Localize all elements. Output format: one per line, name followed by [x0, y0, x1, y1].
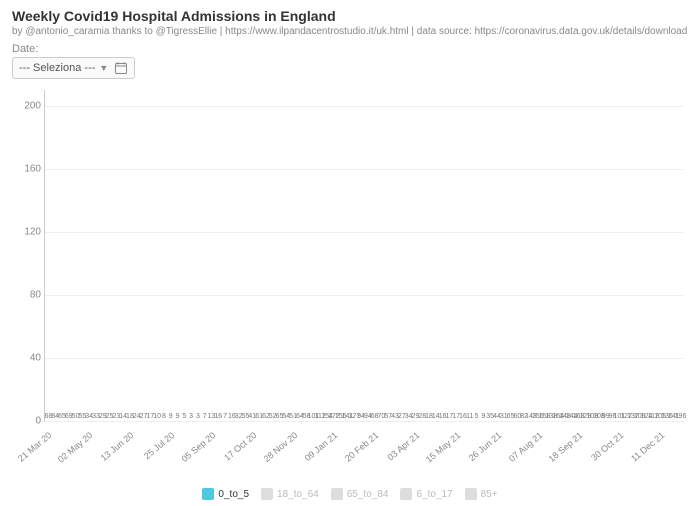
x-tick-label: 11 Dec 21 [629, 430, 666, 464]
plot-region: 6884656950553433292523141824271710899533… [44, 90, 684, 422]
x-tick-label: 20 Feb 21 [343, 430, 380, 464]
legend-item[interactable]: 18_to_64 [261, 488, 319, 500]
chart-area: 6884656950553433292523141824271710899533… [12, 90, 688, 470]
date-filter-label: Date: [12, 43, 688, 55]
chart-title: Weekly Covid19 Hospital Admissions in En… [12, 8, 688, 24]
legend-swatch [331, 488, 343, 500]
x-tick-label: 05 Sep 20 [179, 430, 217, 464]
chart-header: Weekly Covid19 Hospital Admissions in En… [0, 0, 700, 41]
legend-swatch [400, 488, 412, 500]
bar-value-label: 8 [162, 413, 166, 420]
bar-value-label: 5 [475, 413, 479, 420]
calendar-icon [114, 61, 128, 75]
x-tick-label: 21 Mar 20 [16, 430, 53, 464]
gridline [45, 232, 684, 233]
legend-item[interactable]: 0_to_5 [202, 488, 249, 500]
y-tick-label: 80 [15, 289, 41, 300]
gridline [45, 169, 684, 170]
y-tick-label: 40 [15, 352, 41, 363]
legend-swatch [261, 488, 273, 500]
x-tick-label: 26 Jun 21 [466, 430, 503, 463]
bar-value-label: 11 [466, 413, 473, 420]
legend-label: 65_to_84 [347, 489, 389, 500]
bar-value-label: 3 [196, 413, 200, 420]
legend-item[interactable]: 85+ [465, 488, 498, 500]
bar-value-label: 196 [675, 413, 687, 420]
date-picker[interactable]: --- Seleziona --- ▼ [12, 57, 135, 79]
chevron-down-icon: ▼ [99, 63, 108, 73]
x-tick-label: 02 May 20 [56, 430, 95, 465]
legend-label: 85+ [481, 489, 498, 500]
gridline [45, 106, 684, 107]
bar-value-label: 9 [481, 413, 485, 420]
x-tick-label: 17 Oct 20 [222, 430, 258, 463]
date-picker-value: --- Seleziona --- [19, 62, 95, 74]
gridline [45, 421, 684, 422]
date-filter-row: Date: --- Seleziona --- ▼ [0, 41, 700, 85]
gridline [45, 358, 684, 359]
gridline [45, 295, 684, 296]
y-tick-label: 0 [15, 416, 41, 427]
legend: 0_to_5 18_to_64 65_to_84 6_to_17 85+ [0, 488, 700, 500]
x-tick-label: 28 Nov 20 [261, 430, 299, 464]
y-tick-label: 120 [15, 226, 41, 237]
y-tick-label: 160 [15, 163, 41, 174]
x-tick-label: 30 Oct 21 [589, 430, 625, 463]
x-tick-label: 03 Apr 21 [386, 430, 422, 462]
bar-value-label: 10 [153, 413, 161, 420]
x-tick-label: 13 Jun 20 [99, 430, 136, 463]
y-tick-label: 200 [15, 100, 41, 111]
bar-value-label: 7 [223, 413, 227, 420]
x-tick-label: 18 Sep 21 [547, 430, 585, 464]
legend-label: 0_to_5 [218, 489, 249, 500]
chart-subtitle: by @antonio_caramia thanks to @TigressEl… [12, 26, 688, 37]
x-tick-label: 07 Aug 21 [507, 430, 544, 464]
legend-label: 18_to_64 [277, 489, 319, 500]
bar-value-label: 9 [176, 413, 180, 420]
bar-value-label: 3 [189, 413, 193, 420]
bars-container: 6884656950553433292523141824271710899533… [45, 90, 684, 421]
legend-swatch [202, 488, 214, 500]
legend-swatch [465, 488, 477, 500]
legend-label: 6_to_17 [416, 489, 452, 500]
x-axis-labels: 21 Mar 2002 May 2013 Jun 2025 Jul 2005 S… [44, 424, 684, 470]
x-tick-label: 15 May 21 [424, 430, 463, 465]
x-tick-label: 09 Jan 21 [303, 430, 340, 463]
bar-value-label: 7 [203, 413, 207, 420]
bar-value-label: 5 [182, 413, 186, 420]
x-tick-label: 25 Jul 20 [142, 430, 176, 461]
legend-item[interactable]: 65_to_84 [331, 488, 389, 500]
bar-value-label: 9 [169, 413, 173, 420]
legend-item[interactable]: 6_to_17 [400, 488, 452, 500]
bar-value-label: 16 [214, 413, 222, 420]
